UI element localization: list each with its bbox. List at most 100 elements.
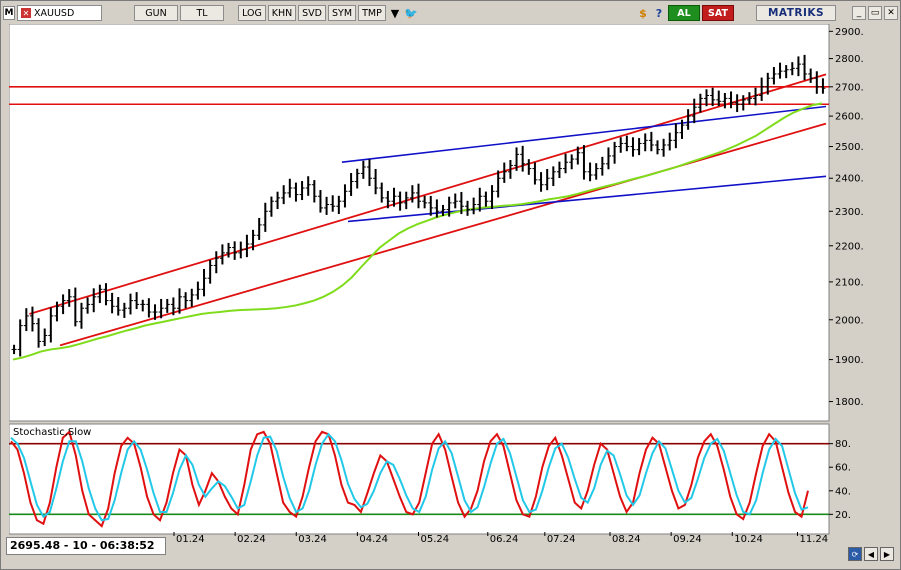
- price-bar-68: [428, 195, 434, 216]
- price-bar-131: [814, 71, 820, 94]
- price-bar-9: [66, 289, 72, 307]
- price-bar-13: [91, 288, 97, 313]
- price-bar-83: [520, 145, 526, 172]
- price-bar-51: [324, 196, 330, 215]
- moving-average-line: [12, 102, 823, 361]
- price-bar-74: [465, 200, 471, 216]
- price-bar-102: [636, 138, 642, 156]
- stoch-tick-label-0: 20.: [835, 510, 851, 521]
- price-layer: [9, 54, 829, 361]
- price-bar-98: [612, 141, 618, 164]
- refresh-icon[interactable]: ⟳: [848, 547, 862, 561]
- x-tick-label-4: 05.24: [421, 534, 450, 542]
- price-bar-89: [556, 161, 562, 179]
- price-bar-99: [618, 137, 624, 153]
- price-tick-label-3: 2100.: [835, 277, 864, 288]
- price-bar-90: [563, 153, 569, 174]
- price-bar-66: [416, 183, 421, 209]
- price-bar-48: [305, 176, 311, 196]
- price-bar-53: [336, 195, 342, 215]
- price-bar-55: [348, 172, 354, 196]
- stoch-title: Stochastic,Slow: [13, 427, 91, 438]
- close-symbol-icon[interactable]: ✕: [21, 8, 31, 18]
- price-bar-56: [354, 168, 360, 189]
- price-bar-117: [728, 91, 734, 109]
- price-bar-115: [716, 90, 722, 106]
- minimize-icon[interactable]: _: [852, 6, 866, 20]
- stoch-tick-label-3: 80.: [835, 439, 851, 450]
- price-bar-0: [11, 344, 17, 355]
- price-bar-97: [605, 147, 611, 170]
- svd-button[interactable]: SVD: [298, 5, 326, 21]
- price-bar-103: [642, 133, 648, 152]
- symbol-selector[interactable]: ✕ XAUUSD: [17, 5, 102, 21]
- scroll-right-icon[interactable]: ▶: [880, 547, 894, 561]
- plot-area: 1800. 1900. 2000. 2100. 2200. 2300. 2400. 2500.…: [8, 23, 891, 545]
- sell-button[interactable]: SAT: [702, 5, 734, 21]
- price-bar-17: [115, 297, 121, 316]
- price-bar-130: [808, 68, 814, 83]
- sym-button[interactable]: SYM: [328, 5, 356, 21]
- price-bar-15: [103, 283, 109, 306]
- price-bar-122: [759, 77, 765, 101]
- x-tick-label-0: 01.24: [176, 534, 205, 542]
- price-bar-31: [201, 268, 207, 297]
- x-tick-label-8: 09.24: [673, 534, 702, 542]
- tmp-button[interactable]: TMP: [358, 5, 386, 21]
- price-bar-6: [48, 307, 54, 343]
- price-bar-123: [765, 72, 771, 95]
- price-bar-62: [391, 187, 397, 207]
- dollar-icon[interactable]: $: [639, 6, 647, 20]
- price-bar-52: [330, 195, 336, 212]
- symbol-label: XAUUSD: [34, 7, 75, 19]
- price-bar-119: [740, 95, 746, 111]
- price-bar-118: [734, 94, 740, 113]
- twitter-icon[interactable]: 🐦: [404, 6, 418, 20]
- price-bar-22: [146, 298, 152, 318]
- stoch-k-line: [10, 430, 809, 528]
- price-bar-8: [60, 294, 66, 315]
- price-bar-73: [458, 191, 464, 215]
- price-bar-12: [85, 297, 91, 314]
- price-bar-107: [667, 132, 673, 151]
- price-bar-54: [342, 184, 348, 208]
- price-chart[interactable]: 1800. 1900. 2000. 2100. 2200. 2300. 2400. 2500.…: [8, 23, 891, 545]
- price-bar-129: [802, 54, 808, 81]
- price-bar-50: [317, 190, 323, 213]
- price-bar-106: [661, 138, 667, 157]
- price-bar-25: [164, 298, 170, 313]
- help-icon[interactable]: ?: [655, 6, 663, 20]
- stoch-tick-label-1: 40.: [835, 486, 851, 497]
- period-button[interactable]: GUN: [134, 5, 178, 21]
- price-bar-121: [753, 87, 759, 106]
- price-bar-96: [599, 156, 605, 176]
- chart-toolbar: M ✕ XAUUSD GUN TL LOG KHN SVD SYM TMP ▼ …: [3, 3, 898, 23]
- price-bar-91: [569, 154, 575, 170]
- log-button[interactable]: LOG: [238, 5, 266, 21]
- price-bar-69: [434, 199, 440, 218]
- price-bar-5: [42, 328, 48, 347]
- currency-button[interactable]: TL: [180, 5, 224, 21]
- buy-button[interactable]: AL: [668, 5, 700, 21]
- restore-icon[interactable]: ▭: [868, 6, 882, 20]
- price-bar-24: [158, 298, 164, 319]
- lower-support-line: [347, 175, 827, 223]
- close-icon[interactable]: ✕: [884, 6, 898, 20]
- price-bar-78: [489, 185, 495, 210]
- price-bar-46: [293, 182, 299, 202]
- khn-button[interactable]: KHN: [268, 5, 296, 21]
- corner-tools: ⟳ ◀ ▶: [848, 547, 894, 561]
- chart-menu-button[interactable]: M: [3, 6, 15, 20]
- price-bar-38: [244, 234, 250, 258]
- price-tick-label-11: 2900.: [835, 27, 864, 38]
- price-bar-116: [722, 92, 728, 109]
- dropdown-icon[interactable]: ▼: [390, 6, 400, 20]
- price-bar-127: [789, 62, 795, 76]
- price-bar-20: [134, 292, 140, 310]
- price-bar-58: [366, 159, 372, 187]
- price-bar-26: [170, 297, 176, 316]
- price-bar-84: [526, 159, 532, 175]
- price-bar-126: [783, 65, 789, 79]
- price-bar-65: [409, 185, 415, 203]
- scroll-left-icon[interactable]: ◀: [864, 547, 878, 561]
